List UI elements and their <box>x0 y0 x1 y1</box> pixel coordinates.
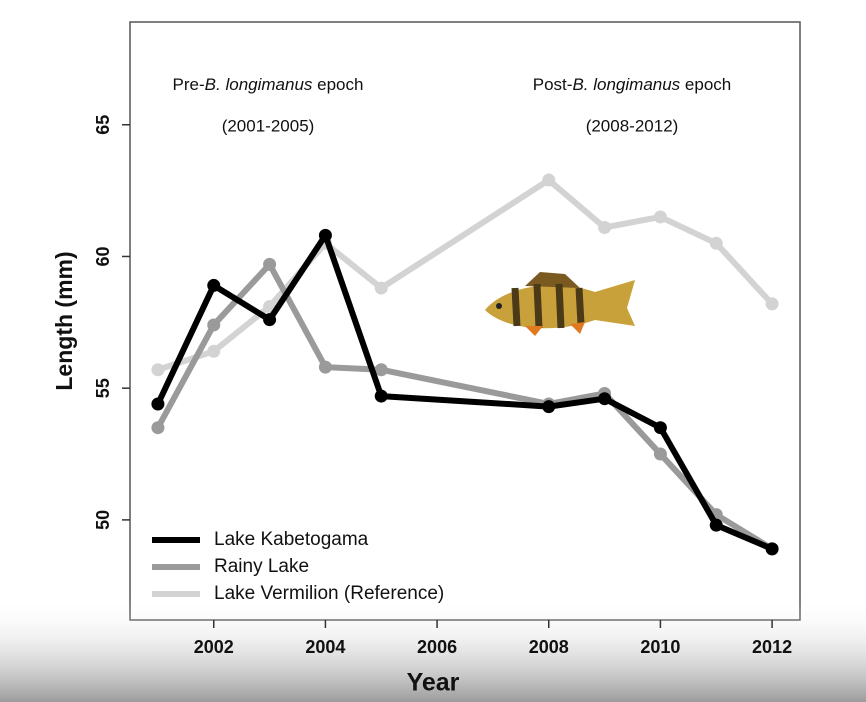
legend-label: Lake Kabetogama <box>214 529 369 550</box>
x-tick-label: 2012 <box>752 637 792 657</box>
data-point <box>766 542 779 555</box>
annotation: Post-B. longimanus epoch <box>533 75 731 94</box>
y-tick-label: 55 <box>93 378 113 398</box>
chart: Year Length (mm) 2002 2004 2006 2008 2010 201… <box>0 0 866 702</box>
data-point <box>598 221 611 234</box>
data-point <box>598 392 611 405</box>
data-point <box>542 174 555 187</box>
legend-label: Rainy Lake <box>214 556 309 577</box>
x-tick-label: 2010 <box>640 637 680 657</box>
annotation-subtext: (2008-2012) <box>586 116 679 135</box>
data-point <box>654 210 667 223</box>
annotation-part: B. longimanus <box>572 75 680 94</box>
data-point <box>151 421 164 434</box>
y-tick-label: 65 <box>93 115 113 135</box>
data-point <box>319 361 332 374</box>
data-point <box>710 519 723 532</box>
y-axis-label: Length (mm) <box>51 251 77 390</box>
y-tick-label: 60 <box>93 246 113 266</box>
y-tick-label: 50 <box>93 510 113 530</box>
page: Year Length (mm) 2002 2004 2006 2008 2010 201… <box>0 0 866 702</box>
data-point <box>207 318 220 331</box>
x-axis-label: Year <box>407 669 460 697</box>
annotation-part: Pre- <box>173 75 205 94</box>
series-line <box>158 180 772 370</box>
data-point <box>263 258 276 271</box>
x-tick-label: 2004 <box>305 637 345 657</box>
x-tick-label: 2008 <box>529 637 569 657</box>
x-tick-label: 2002 <box>194 637 234 657</box>
data-point <box>151 397 164 410</box>
fish <box>485 272 635 336</box>
data-point <box>151 363 164 376</box>
data-point <box>375 390 388 403</box>
annotation-part: epoch <box>680 75 731 94</box>
annotation-subtext: (2001-2005) <box>222 116 315 135</box>
x-tick-label: 2006 <box>417 637 457 657</box>
data-point <box>319 229 332 242</box>
data-point <box>654 421 667 434</box>
data-point <box>654 448 667 461</box>
data-point <box>207 279 220 292</box>
data-point <box>263 313 276 326</box>
annotation: Pre-B. longimanus epoch <box>173 75 364 94</box>
legend-label: Lake Vermilion (Reference) <box>214 583 444 604</box>
annotation-part: Post- <box>533 75 573 94</box>
data-point <box>766 297 779 310</box>
data-point <box>207 345 220 358</box>
data-point <box>710 237 723 250</box>
annotation-part: B. longimanus <box>205 75 313 94</box>
data-point <box>375 282 388 295</box>
data-point <box>542 400 555 413</box>
annotation-part: epoch <box>312 75 363 94</box>
